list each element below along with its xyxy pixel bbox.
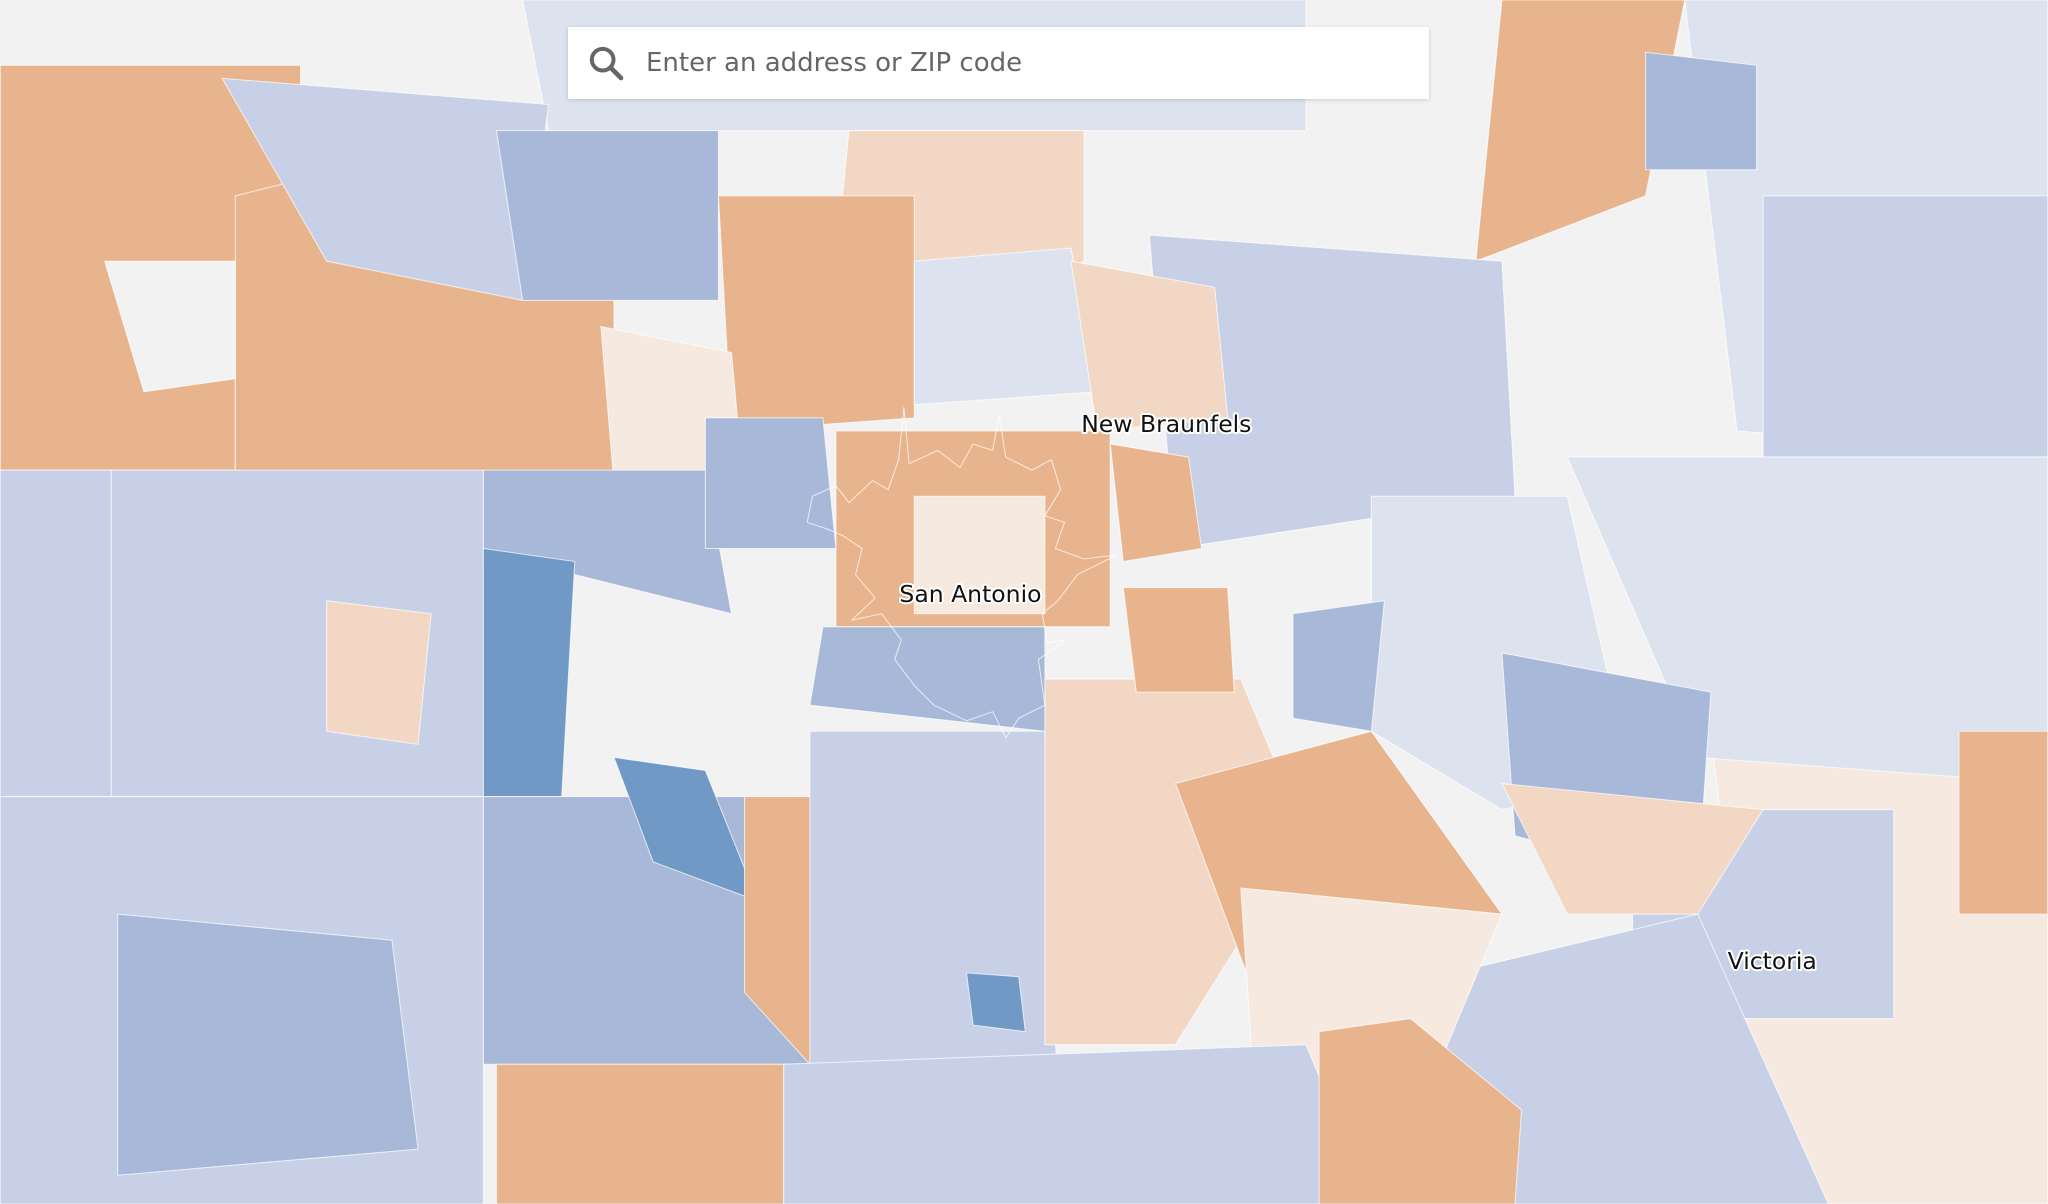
search-placeholder: Enter an address or ZIP code (646, 48, 1023, 78)
search-box[interactable]: Enter an address or ZIP code (568, 27, 1429, 99)
place-label: Victoria (1728, 947, 1817, 975)
city-boundary (806, 406, 1118, 739)
place-label: New Braunfels (1081, 410, 1251, 438)
place-label: San Antonio (899, 580, 1041, 608)
search-icon (589, 46, 624, 81)
